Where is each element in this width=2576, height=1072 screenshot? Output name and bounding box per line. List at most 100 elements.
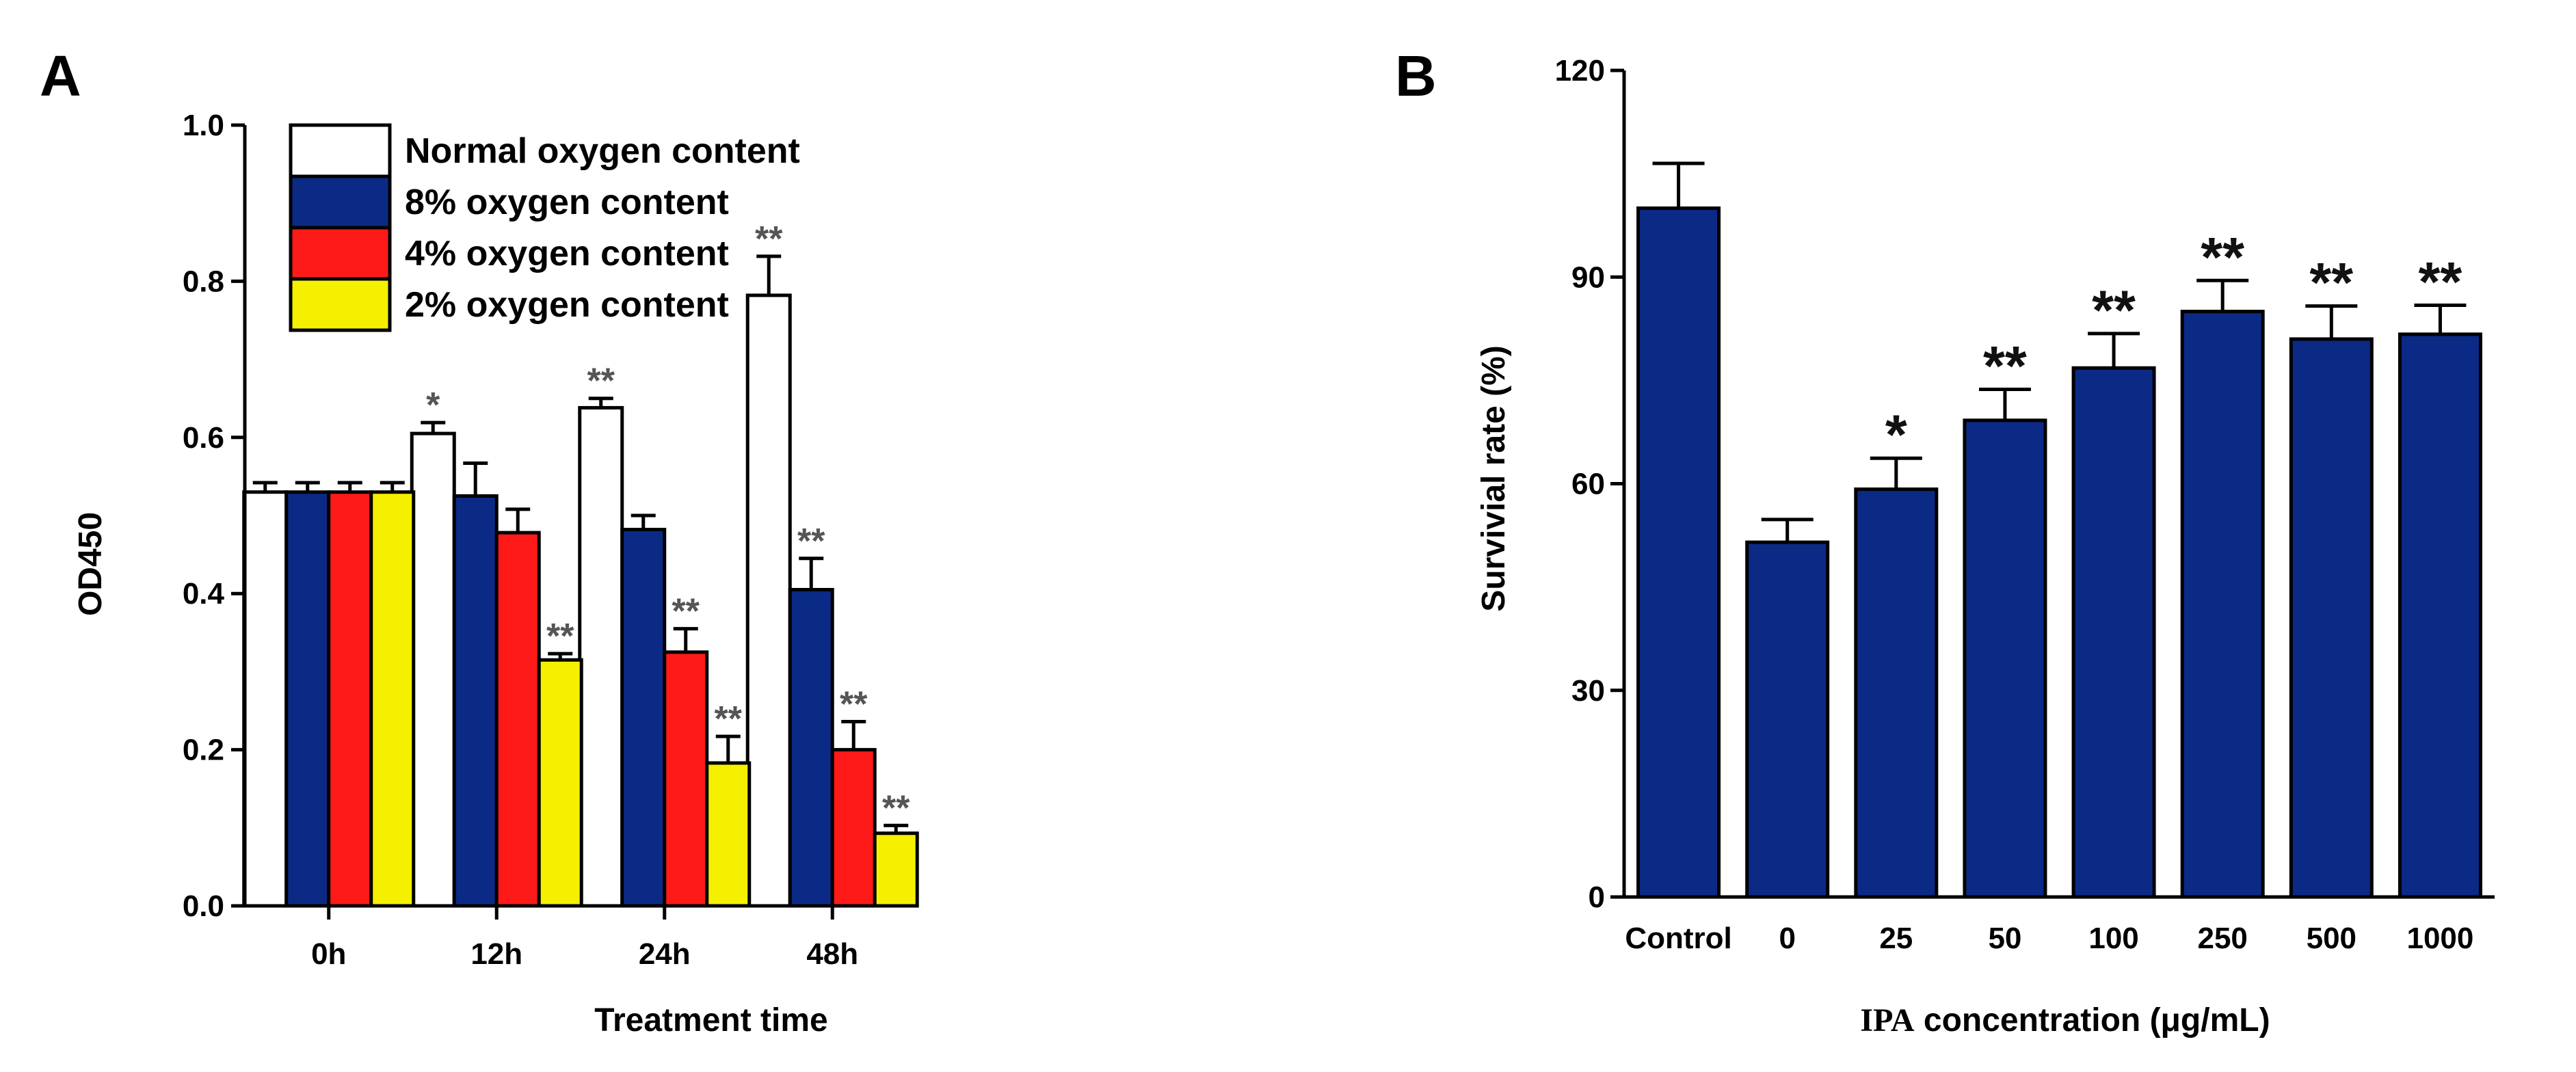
panel-a-significance-label: ** <box>672 592 700 632</box>
panel-a-legend-label: 4% oxygen content <box>405 234 729 273</box>
panel-b-x-tick-label: 50 <box>1988 922 2021 955</box>
panel-b-y-tick-label: 30 <box>1571 674 1605 708</box>
panel-b-x-tick-label: 0 <box>1779 922 1795 955</box>
panel-b-bar <box>1963 418 2047 899</box>
panel-a-error-bar <box>463 461 488 496</box>
panel-a-bar <box>452 494 499 908</box>
panel-a-significance-label: ** <box>882 788 910 828</box>
panel-a-significance-label: ** <box>797 522 825 561</box>
panel-b-x-axis-title-unit: concentration (μg/mL) <box>1915 1002 2270 1038</box>
panel-b-bar <box>2398 332 2482 899</box>
panel-a-error-bar <box>799 557 824 590</box>
panel-a-bar <box>494 531 541 908</box>
panel-a-legend-swatch <box>289 174 392 230</box>
panel-b-error-bar <box>1870 456 1922 490</box>
panel-a-y-tick-label: 0.6 <box>183 421 224 455</box>
panel-b-bars: ******* ** ** <box>1636 161 2482 899</box>
panel-b-y-tick-label: 90 <box>1571 260 1605 294</box>
panel-b-x-axis-title: IPA concentration (μg/mL) <box>1860 1002 2270 1038</box>
panel-b-significance-label: ** <box>2419 252 2462 314</box>
panel-a-y-axis-title: OD450 <box>72 512 109 616</box>
panel-a-x-tick-label: 24h <box>639 937 691 971</box>
panel-a-x-axis-title: Treatment time <box>594 1002 827 1038</box>
panel-b-y-tick-label: 120 <box>1555 54 1605 88</box>
panel-a-bar <box>578 405 624 908</box>
panel-b-bar <box>1636 206 1721 899</box>
panel-a-axes: 0.0 0.2 0.4 0.6 0.8 1.0 0h 12h 24h 48h <box>183 109 916 971</box>
panel-a-legend-swatch <box>289 226 392 281</box>
panel-a-legend-label: Normal oxygen content <box>405 131 800 171</box>
panel-b-x-tick-label: 500 <box>2307 922 2356 955</box>
panel-b-axes: 0 30 60 90 120 Control 0 25 50 100 250 500 1000 <box>1555 54 2495 955</box>
panel-b-bar <box>2180 310 2265 899</box>
panel-a-y-tick-label: 0.2 <box>183 734 224 767</box>
panel-a-bar <box>620 528 667 908</box>
panel-b-bar <box>1745 540 1830 899</box>
panel-b-significance-label: ** <box>2309 252 2353 314</box>
panel-b-bar <box>1854 487 1939 899</box>
panel-a-bar <box>788 587 834 908</box>
panel-a-error-bar <box>841 719 866 750</box>
panel-b-letter: B <box>1395 44 1437 108</box>
panel-b-error-bar <box>2305 304 2358 339</box>
panel-a-bar <box>410 431 456 908</box>
panel-a-y-tick-label: 0.4 <box>183 577 225 611</box>
panel-a-bar <box>873 831 919 908</box>
panel-b-error-bar <box>2414 304 2467 334</box>
panel-a-bar <box>327 490 373 908</box>
panel-b-error-bar <box>2088 332 2140 368</box>
panel-a-error-bar <box>505 507 531 533</box>
panel-a-significance-label: ** <box>587 362 615 401</box>
panel-b-significance-label: ** <box>1983 335 2027 397</box>
panel-a-legend-swatch <box>289 277 392 332</box>
panel-a-error-bar <box>673 627 698 652</box>
panel-a-error-bar <box>756 254 782 295</box>
panel-a-legend: Normal oxygen content 8% oxygen content 4%… <box>289 123 800 332</box>
panel-b-y-tick-label: 60 <box>1571 468 1605 501</box>
panel-b-x-tick-label: 100 <box>2088 922 2138 955</box>
panel-a-significance-label: ** <box>546 617 574 656</box>
panel-b-x-tick-label: 1000 <box>2406 922 2473 955</box>
panel-a-chart: A ***************** 0.00.20.40.60.81.00h… <box>40 44 919 1038</box>
panel-a-x-tick-label: 0h <box>311 937 346 971</box>
panel-b-significance-label: * <box>1885 404 1907 466</box>
panel-b-error-bar <box>1978 387 2031 420</box>
panel-b-y-tick-label: 0 <box>1589 881 1605 914</box>
panel-b-x-axis-title-ipa: IPA <box>1860 1002 1914 1038</box>
panel-a-error-bar <box>715 734 741 764</box>
panel-b-x-tick-label: 250 <box>2197 922 2247 955</box>
panel-a-letter: A <box>40 44 81 108</box>
panel-a-bar <box>745 293 792 908</box>
panel-a-bar <box>284 490 331 908</box>
panel-b-error-bar <box>1761 518 1814 543</box>
panel-a-bar <box>705 761 752 908</box>
panel-b-bar <box>2289 337 2374 899</box>
panel-b-x-tick-label: Control <box>1625 922 1731 955</box>
panel-a-significance-label: * <box>426 386 440 425</box>
panel-a-bar <box>663 650 709 908</box>
panel-b-significance-label: ** <box>2092 280 2136 342</box>
panel-a-legend-label: 2% oxygen content <box>405 285 729 325</box>
panel-a-significance-label: ** <box>755 219 783 259</box>
panel-a-y-tick-label: 0.0 <box>183 889 224 923</box>
panel-a-significance-label: ** <box>715 699 743 739</box>
panel-b-x-tick-label: 25 <box>1879 922 1913 955</box>
panel-b-significance-label: ** <box>2201 226 2244 289</box>
panel-a-bar <box>537 658 583 908</box>
panel-a-x-tick-label: 12h <box>470 937 522 971</box>
panel-a-y-tick-label: 1.0 <box>183 109 224 142</box>
panel-a-y-tick-label: 0.8 <box>183 265 224 298</box>
panel-a-x-tick-label: 48h <box>806 937 858 971</box>
panel-a-bar <box>830 748 877 908</box>
panel-a-legend-swatch <box>289 123 392 178</box>
panel-b-y-axis-title: Survivial rate (%) <box>1476 345 1512 611</box>
panel-b-error-bar <box>1652 161 1705 209</box>
panel-b-error-bar <box>2196 278 2249 312</box>
panel-a-legend-label: 8% oxygen content <box>405 183 729 222</box>
panel-a-bar <box>242 490 289 908</box>
panel-b-bar <box>2071 366 2156 899</box>
panel-a-error-bar <box>421 420 446 434</box>
panel-a-error-bar <box>630 513 656 530</box>
